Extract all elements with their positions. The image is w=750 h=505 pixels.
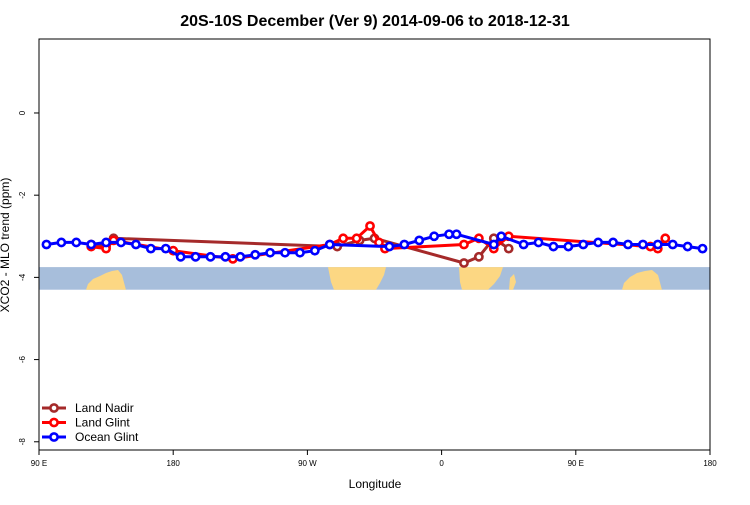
- data-point: [459, 239, 469, 250]
- x-tick-label: 0: [439, 459, 444, 468]
- data-point: [384, 241, 395, 252]
- chart-title: 20S-10S December (Ver 9) 2014-09-06 to 2…: [180, 13, 570, 30]
- map-strip: [39, 267, 710, 290]
- data-point: [338, 233, 349, 244]
- data-point: [660, 233, 671, 244]
- map-land-south-america: [328, 267, 386, 290]
- data-point: [578, 239, 589, 250]
- data-point: [365, 221, 375, 231]
- data-point: [351, 233, 362, 244]
- y-tick-label: 0: [18, 110, 27, 115]
- y-tick-label: -2: [18, 191, 27, 199]
- data-point: [116, 237, 126, 248]
- data-point: [533, 237, 544, 248]
- x-tick-label: 180: [167, 459, 181, 468]
- data-point: [623, 239, 633, 250]
- data-point: [145, 243, 156, 254]
- data-point: [309, 245, 320, 256]
- x-axis-label: Longitude: [349, 477, 402, 491]
- data-point: [503, 243, 514, 254]
- data-point: [175, 251, 186, 262]
- data-point: [220, 251, 231, 262]
- legend-swatch-marker: [49, 417, 59, 428]
- data-point: [444, 229, 454, 240]
- x-axis: 90 E 180 90 W 0 90 E 180: [31, 450, 717, 468]
- data-point: [459, 258, 469, 268]
- map-land-africa: [459, 267, 503, 290]
- x-tick-label: 180: [703, 459, 717, 468]
- legend-label: Land Nadir: [75, 401, 134, 415]
- legend-item-ocean-glint: Ocean Glint: [42, 430, 139, 444]
- x-tick-label: 90 E: [568, 459, 584, 468]
- data-point: [638, 239, 648, 250]
- y-tick-label: -4: [18, 273, 27, 281]
- series-ocean-glint: [41, 229, 708, 262]
- legend-swatch-marker: [49, 403, 59, 413]
- data-point: [205, 251, 216, 262]
- data-point: [667, 239, 678, 250]
- data-point: [608, 237, 618, 248]
- y-axis-label: XCO2 - MLO trend (ppm): [0, 178, 12, 313]
- y-axis: 0 -2 -4 -6 -8: [18, 110, 39, 445]
- data-point: [496, 231, 507, 242]
- legend-swatch-marker: [49, 432, 59, 442]
- data-point: [593, 237, 604, 248]
- data-point: [280, 247, 290, 258]
- data-point: [86, 239, 97, 250]
- x-tick-label: 90 E: [31, 459, 47, 468]
- data-point: [265, 247, 276, 258]
- data-point: [250, 249, 261, 260]
- map-land-australia: [86, 270, 127, 290]
- data-point: [488, 239, 499, 250]
- data-point: [399, 239, 410, 250]
- legend-label: Land Glint: [75, 416, 130, 430]
- data-point: [548, 241, 559, 252]
- data-point: [324, 239, 335, 250]
- y-tick-label: -6: [18, 355, 27, 363]
- data-point: [429, 231, 440, 242]
- y-tick-label: -8: [18, 438, 27, 446]
- data-point: [451, 229, 462, 240]
- x-tick-label: 90 W: [298, 459, 317, 468]
- data-point: [101, 237, 111, 248]
- data-point: [473, 251, 484, 262]
- data-point: [414, 235, 425, 246]
- legend-label: Ocean Glint: [75, 430, 139, 444]
- legend-item-land-nadir: Land Nadir: [42, 401, 134, 415]
- data-point: [41, 239, 52, 250]
- data-point: [563, 241, 574, 252]
- data-point: [71, 237, 82, 248]
- data-point: [682, 241, 693, 252]
- data-point: [518, 239, 529, 250]
- plot-frame: [38, 38, 711, 451]
- data-point: [697, 243, 708, 254]
- map-land-australia-east: [622, 270, 663, 290]
- data-point: [56, 237, 67, 248]
- map-land-madagascar: [509, 274, 516, 290]
- data-point: [160, 243, 171, 254]
- data-point: [652, 239, 663, 250]
- legend-item-land-glint: Land Glint: [42, 416, 130, 430]
- data-point: [131, 239, 141, 250]
- series-layer: [41, 221, 708, 268]
- data-point: [295, 247, 305, 258]
- data-point: [190, 251, 201, 262]
- data-point: [235, 251, 246, 262]
